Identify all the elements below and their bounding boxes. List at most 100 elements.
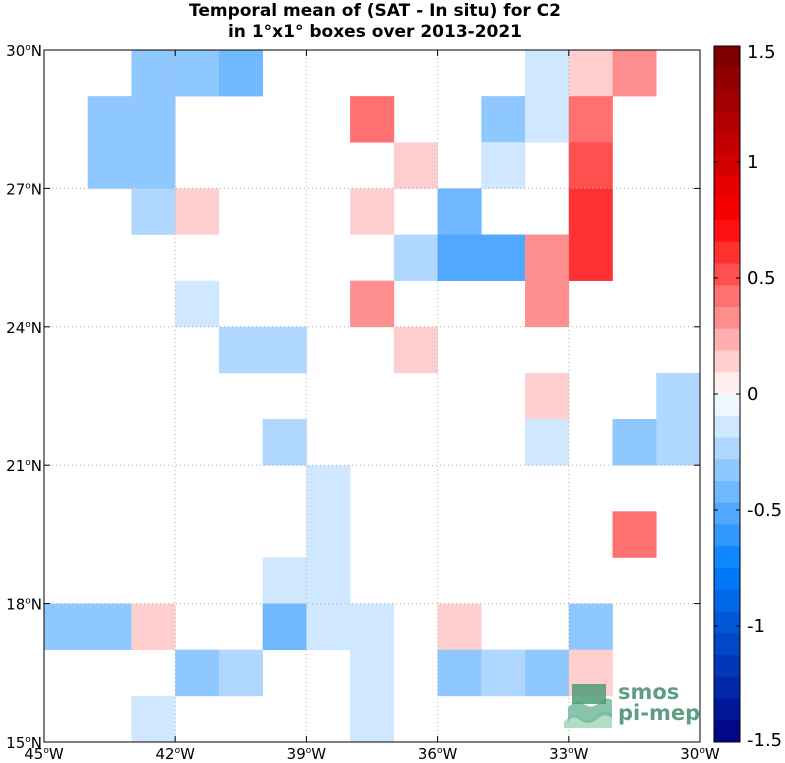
heatmap-cell bbox=[131, 695, 176, 743]
heatmap-cell bbox=[306, 465, 351, 512]
colorbar-segment bbox=[714, 263, 740, 286]
heatmap-cell bbox=[306, 603, 351, 651]
colorbar-segment bbox=[714, 154, 740, 177]
colorbar-segment bbox=[714, 568, 740, 591]
heatmap-cell bbox=[393, 142, 438, 189]
colorbar-labels: 1.5 1 0.5 0 -0.5 -1 -1.5 bbox=[747, 42, 782, 751]
colorbar-tick-label: 0.5 bbox=[747, 268, 776, 289]
colorbar-segment bbox=[714, 481, 740, 504]
heatmap-cell bbox=[350, 188, 395, 235]
heatmap-cell bbox=[350, 603, 395, 651]
heatmap-cell bbox=[175, 280, 220, 328]
heatmap-cell bbox=[568, 188, 613, 235]
heatmap-cell bbox=[568, 234, 613, 281]
logo-text-pimep: pi-mep bbox=[618, 701, 701, 725]
y-tick-label: 24oN bbox=[6, 319, 42, 337]
colorbar-segment bbox=[714, 546, 740, 569]
heatmap-cell bbox=[306, 511, 351, 558]
heatmap-cell bbox=[87, 96, 132, 143]
heatmap-cells bbox=[44, 50, 701, 743]
colorbar-segment bbox=[714, 67, 740, 90]
colorbar-segment bbox=[714, 220, 740, 243]
colorbar-segment bbox=[714, 133, 740, 156]
heatmap-cell bbox=[568, 142, 613, 189]
y-tick-label: 21oN bbox=[6, 457, 42, 475]
colorbar-tick-label: 1 bbox=[747, 152, 758, 173]
y-axis-ticks: 15oN 18oN 21oN 24oN 27oN 30oN bbox=[6, 42, 700, 752]
heatmap-cell bbox=[568, 96, 613, 143]
heatmap-cell bbox=[525, 50, 570, 97]
colorbar-segment bbox=[714, 415, 740, 438]
smos-pimep-logo: smos pi-mep bbox=[562, 682, 702, 730]
heatmap-cell bbox=[131, 50, 176, 97]
colorbar-segment bbox=[714, 655, 740, 678]
heatmap-cell bbox=[262, 326, 307, 374]
heatmap-cell bbox=[262, 557, 307, 604]
colorbar-segment bbox=[714, 589, 740, 612]
heatmap-cell bbox=[481, 142, 526, 189]
heatmap-cell bbox=[175, 50, 220, 97]
colorbar-segment bbox=[714, 176, 740, 199]
colorbar-segment bbox=[714, 611, 740, 634]
heatmap-cell bbox=[350, 280, 395, 328]
heatmap-cell bbox=[350, 695, 395, 743]
heatmap-cell bbox=[131, 96, 176, 143]
colorbar-segment bbox=[714, 676, 740, 699]
x-axis-ticks: 45oW 42oW 39oW 36oW 33oW 30oW bbox=[24, 50, 720, 763]
colorbar-segment bbox=[714, 328, 740, 351]
colorbar-segment bbox=[714, 394, 740, 417]
colorbar-tick-label: 1.5 bbox=[747, 42, 776, 63]
colorbar-segment bbox=[714, 633, 740, 656]
heatmap-cell bbox=[525, 96, 570, 143]
heatmap-cell bbox=[131, 603, 176, 651]
colorbar-segment bbox=[714, 285, 740, 308]
colorbar-segment bbox=[714, 502, 740, 525]
colorbar-segment bbox=[714, 350, 740, 373]
colorbar-tick-label: 0 bbox=[747, 384, 758, 405]
colorbar-segment bbox=[714, 198, 740, 221]
heatmap-cell bbox=[481, 649, 526, 697]
colorbar-tick-label: -1 bbox=[747, 616, 765, 637]
x-tick-label: 39oW bbox=[287, 745, 327, 763]
heatmap-cell bbox=[568, 603, 613, 651]
heatmap-cell bbox=[350, 96, 395, 143]
heatmap-cell bbox=[525, 419, 570, 466]
heatmap-cell bbox=[525, 280, 570, 328]
heatmap-cell bbox=[218, 649, 263, 697]
x-tick-label: 30oW bbox=[680, 745, 720, 763]
colorbar-segment bbox=[714, 307, 740, 330]
heatmap-cell bbox=[262, 419, 307, 466]
heatmap-cell bbox=[612, 419, 657, 466]
y-tick-label: 27oN bbox=[6, 180, 42, 198]
x-tick-label: 36oW bbox=[418, 745, 458, 763]
heatmap-cell bbox=[656, 419, 701, 466]
colorbar-segment bbox=[714, 459, 740, 482]
colorbar-segment bbox=[714, 111, 740, 134]
heatmap-cell bbox=[525, 649, 570, 697]
colorbar bbox=[713, 45, 741, 743]
y-tick-label: 15oN bbox=[6, 734, 42, 752]
heatmap-cell bbox=[131, 142, 176, 189]
heatmap-cell bbox=[218, 326, 263, 374]
heatmap-cell bbox=[393, 326, 438, 374]
heatmap-cell bbox=[437, 649, 482, 697]
heatmap-cell bbox=[612, 50, 657, 97]
chart-title-line-2: in 1°x1° boxes over 2013-2021 bbox=[227, 22, 523, 42]
colorbar-segment bbox=[714, 720, 740, 743]
chart-title-line-1: Temporal mean of (SAT - In situ) for C2 bbox=[189, 1, 561, 21]
colorbar-segment bbox=[714, 46, 740, 69]
colorbar-segment bbox=[714, 437, 740, 460]
colorbar-tick-label: -1.5 bbox=[747, 730, 782, 751]
heatmap-cell bbox=[437, 234, 482, 281]
heatmap-cell bbox=[612, 511, 657, 558]
heatmap-cell bbox=[131, 188, 176, 235]
heatmap-cell bbox=[656, 372, 701, 420]
logo-waves-icon bbox=[564, 684, 612, 728]
heatmap-cell bbox=[437, 188, 482, 235]
logo-text-smos: smos bbox=[618, 680, 680, 704]
colorbar-segment bbox=[714, 698, 740, 721]
heatmap-cell bbox=[568, 50, 613, 97]
heatmap-cell bbox=[306, 557, 351, 604]
heatmap-cell bbox=[262, 603, 307, 651]
